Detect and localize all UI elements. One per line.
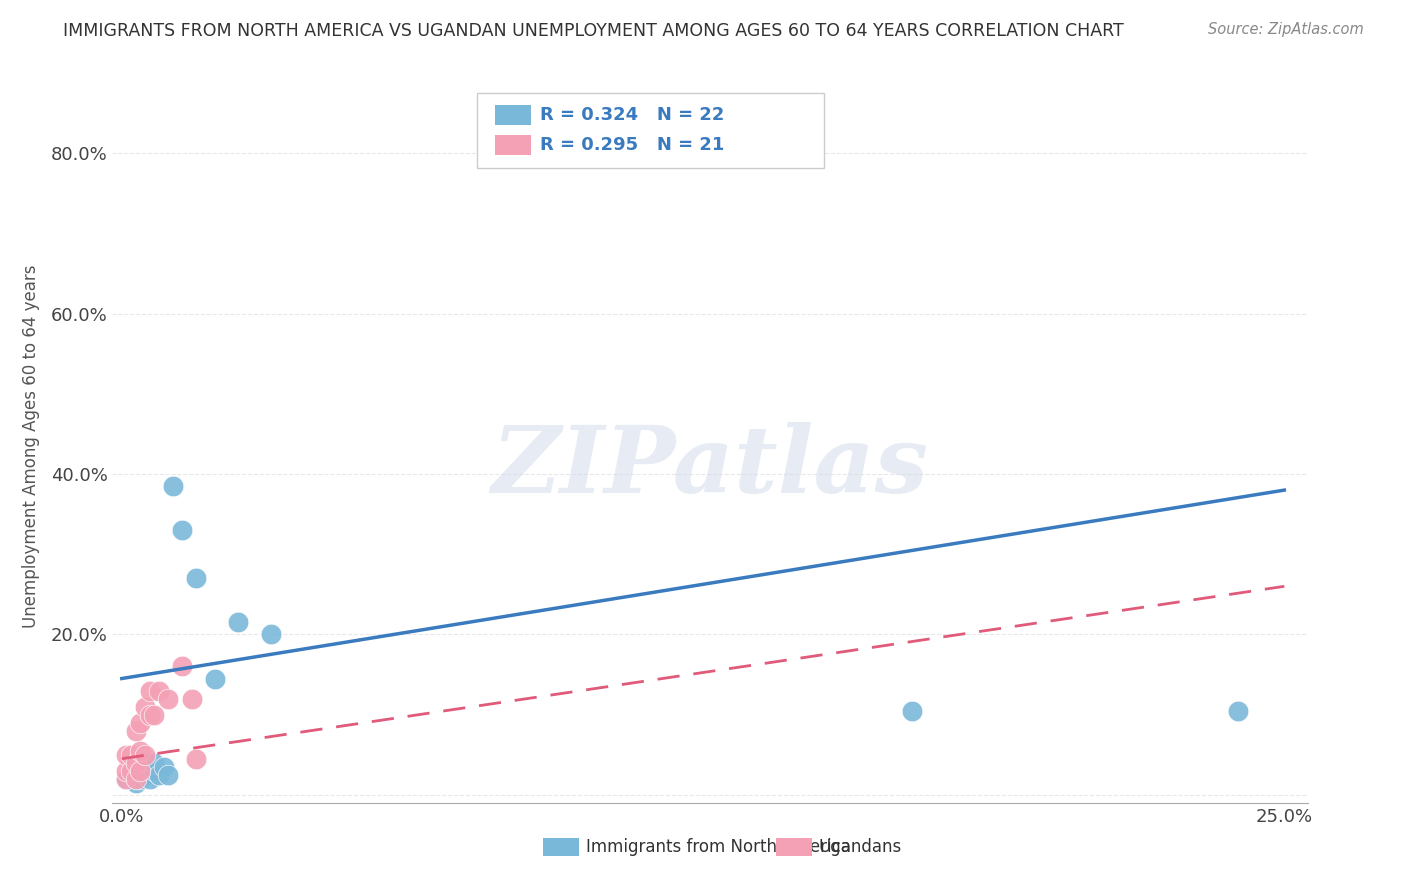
Point	[134, 768, 156, 782]
Point	[143, 764, 166, 778]
Point	[129, 744, 152, 758]
Point	[129, 764, 152, 778]
Point	[120, 747, 142, 762]
Text: ZIPatlas: ZIPatlas	[492, 423, 928, 512]
Point	[143, 756, 166, 770]
Point	[129, 772, 152, 786]
Point	[162, 479, 184, 493]
FancyBboxPatch shape	[495, 105, 531, 125]
Point	[120, 764, 142, 778]
Point	[204, 672, 226, 686]
Point	[115, 772, 138, 786]
Point	[226, 615, 249, 630]
Point	[138, 772, 160, 786]
Point	[152, 760, 174, 774]
Point	[134, 747, 156, 762]
Point	[1226, 704, 1249, 718]
Point	[125, 760, 148, 774]
Point	[180, 691, 202, 706]
Point	[134, 699, 156, 714]
Point	[157, 691, 180, 706]
Point	[138, 707, 160, 722]
Point	[134, 756, 156, 770]
FancyBboxPatch shape	[495, 135, 531, 155]
Point	[259, 627, 281, 641]
Point	[186, 752, 208, 766]
Point	[148, 768, 170, 782]
Point	[115, 764, 138, 778]
Point	[125, 776, 148, 790]
Point	[172, 659, 194, 673]
Text: R = 0.324   N = 22: R = 0.324 N = 22	[540, 106, 724, 124]
Point	[129, 715, 152, 730]
Point	[138, 683, 160, 698]
Text: Immigrants from North America: Immigrants from North America	[586, 838, 851, 856]
Text: R = 0.295   N = 21: R = 0.295 N = 21	[540, 136, 724, 153]
Point	[125, 756, 148, 770]
Y-axis label: Unemployment Among Ages 60 to 64 years: Unemployment Among Ages 60 to 64 years	[21, 264, 39, 628]
Point	[172, 523, 194, 537]
Point	[115, 772, 138, 786]
Point	[125, 772, 148, 786]
Text: IMMIGRANTS FROM NORTH AMERICA VS UGANDAN UNEMPLOYMENT AMONG AGES 60 TO 64 YEARS : IMMIGRANTS FROM NORTH AMERICA VS UGANDAN…	[63, 22, 1123, 40]
Point	[115, 747, 138, 762]
Point	[129, 764, 152, 778]
FancyBboxPatch shape	[477, 93, 824, 168]
Point	[143, 707, 166, 722]
Point	[901, 704, 924, 718]
Point	[120, 768, 142, 782]
Point	[186, 571, 208, 585]
Text: Source: ZipAtlas.com: Source: ZipAtlas.com	[1208, 22, 1364, 37]
Point	[148, 683, 170, 698]
FancyBboxPatch shape	[543, 838, 579, 856]
Point	[125, 723, 148, 738]
Point	[157, 768, 180, 782]
FancyBboxPatch shape	[776, 838, 811, 856]
Text: Ugandans: Ugandans	[818, 838, 903, 856]
